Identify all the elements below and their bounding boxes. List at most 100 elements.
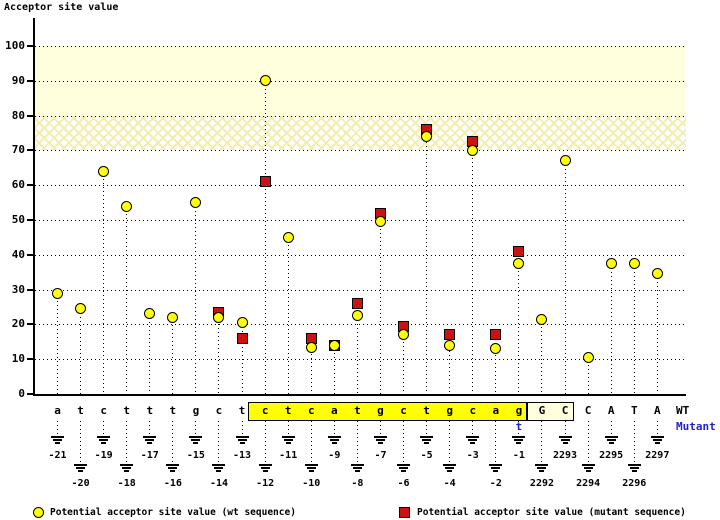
base-letter: g — [446, 404, 453, 417]
wt-marker — [52, 287, 63, 299]
ground-bar — [97, 436, 111, 438]
ground-icon — [120, 464, 134, 475]
ground-bar — [262, 470, 268, 472]
ground-bar — [422, 439, 432, 441]
shaded-band-hatch — [35, 115, 686, 151]
position-connector — [195, 421, 197, 436]
position-label: -5 — [420, 450, 433, 461]
ground-bar — [258, 464, 272, 466]
drop-line — [379, 213, 381, 394]
ground-bar — [260, 467, 270, 469]
highlight-box-exon — [527, 402, 574, 421]
ground-bar — [285, 442, 291, 444]
base-letter: a — [54, 404, 61, 417]
ground-bar — [516, 442, 522, 444]
y-axis-tick-label: 100 — [5, 39, 25, 52]
position-label: -12 — [256, 478, 275, 489]
position-connector — [426, 421, 428, 436]
base-letter: t — [423, 404, 430, 417]
y-axis-tick-label: 90 — [11, 74, 25, 87]
chart-title: Acceptor site value — [4, 2, 119, 13]
ground-bar — [562, 442, 568, 444]
y-axis-tick — [27, 45, 34, 47]
wt-marker — [167, 311, 179, 323]
ground-icon — [327, 436, 341, 447]
legend: Potential acceptor site value (wt sequen… — [0, 500, 720, 520]
wt-marker — [213, 311, 225, 323]
y-axis-tick — [27, 323, 34, 325]
base-letter: t — [284, 404, 292, 417]
ground-bar — [491, 467, 501, 469]
y-axis-tick — [27, 289, 34, 291]
ground-bar — [120, 464, 134, 466]
wt-marker — [282, 231, 294, 243]
position-label: 2296 — [622, 478, 647, 489]
drop-line — [564, 160, 566, 394]
drop-line — [57, 293, 58, 394]
ground-bar — [443, 464, 457, 466]
base-letter: a — [492, 404, 500, 417]
position-label: 2292 — [529, 478, 555, 489]
gridline — [35, 323, 686, 325]
wt-marker — [328, 339, 340, 351]
y-axis-tick — [27, 219, 34, 221]
ground-icon — [212, 464, 226, 475]
y-axis-tick-label: 50 — [11, 213, 25, 226]
ground-bar — [631, 470, 637, 472]
y-axis-tick-label: 40 — [11, 248, 25, 261]
y-axis-tick — [27, 393, 34, 395]
drop-line — [241, 322, 243, 394]
base-letter: t — [238, 404, 246, 417]
gridline — [35, 149, 686, 151]
position-connector — [126, 421, 128, 464]
ground-bar — [237, 439, 247, 441]
ground-bar — [214, 467, 224, 469]
ground-bar — [145, 439, 155, 441]
ground-bar — [327, 436, 341, 438]
wt-marker — [467, 144, 479, 156]
ground-bar — [193, 442, 199, 444]
ground-bar — [512, 436, 526, 438]
y-axis-line — [33, 18, 35, 396]
base-letter: A — [607, 404, 615, 417]
position-label: -6 — [397, 478, 410, 489]
ground-icon — [166, 464, 180, 475]
base-letter: C — [561, 404, 569, 417]
ground-bar — [216, 470, 222, 472]
ground-bar — [539, 470, 545, 472]
ground-bar — [397, 464, 411, 466]
base-letter: A — [654, 404, 661, 417]
mutant-row-label: Mutant — [676, 420, 716, 433]
ground-icon — [512, 436, 526, 447]
position-connector — [518, 421, 520, 436]
position-label: 2297 — [645, 450, 670, 461]
wt-marker — [582, 351, 594, 363]
ground-bar — [189, 436, 203, 438]
wt-marker — [398, 329, 410, 341]
position-label: -7 — [374, 450, 387, 461]
ground-bar — [99, 439, 109, 441]
wt-marker — [444, 339, 456, 351]
y-axis-tick-label: 10 — [11, 352, 25, 365]
ground-bar — [239, 442, 245, 444]
position-label: -15 — [186, 450, 205, 461]
ground-icon — [489, 464, 503, 475]
drop-line — [333, 345, 335, 394]
position-connector — [379, 421, 381, 436]
drop-line — [403, 326, 405, 394]
ground-bar — [447, 470, 453, 472]
y-axis-tick-label: 0 — [18, 387, 25, 400]
ground-bar — [608, 442, 614, 444]
base-letter: t — [354, 404, 361, 417]
ground-bar — [535, 464, 549, 466]
ground-bar — [470, 442, 476, 444]
wt-marker — [605, 258, 617, 269]
ground-bar — [445, 467, 455, 469]
position-connector — [587, 421, 589, 464]
ground-icon — [373, 436, 387, 447]
base-letter: C — [584, 404, 592, 417]
wt-marker — [144, 308, 156, 320]
position-connector — [287, 421, 289, 436]
ground-bar — [166, 464, 180, 466]
